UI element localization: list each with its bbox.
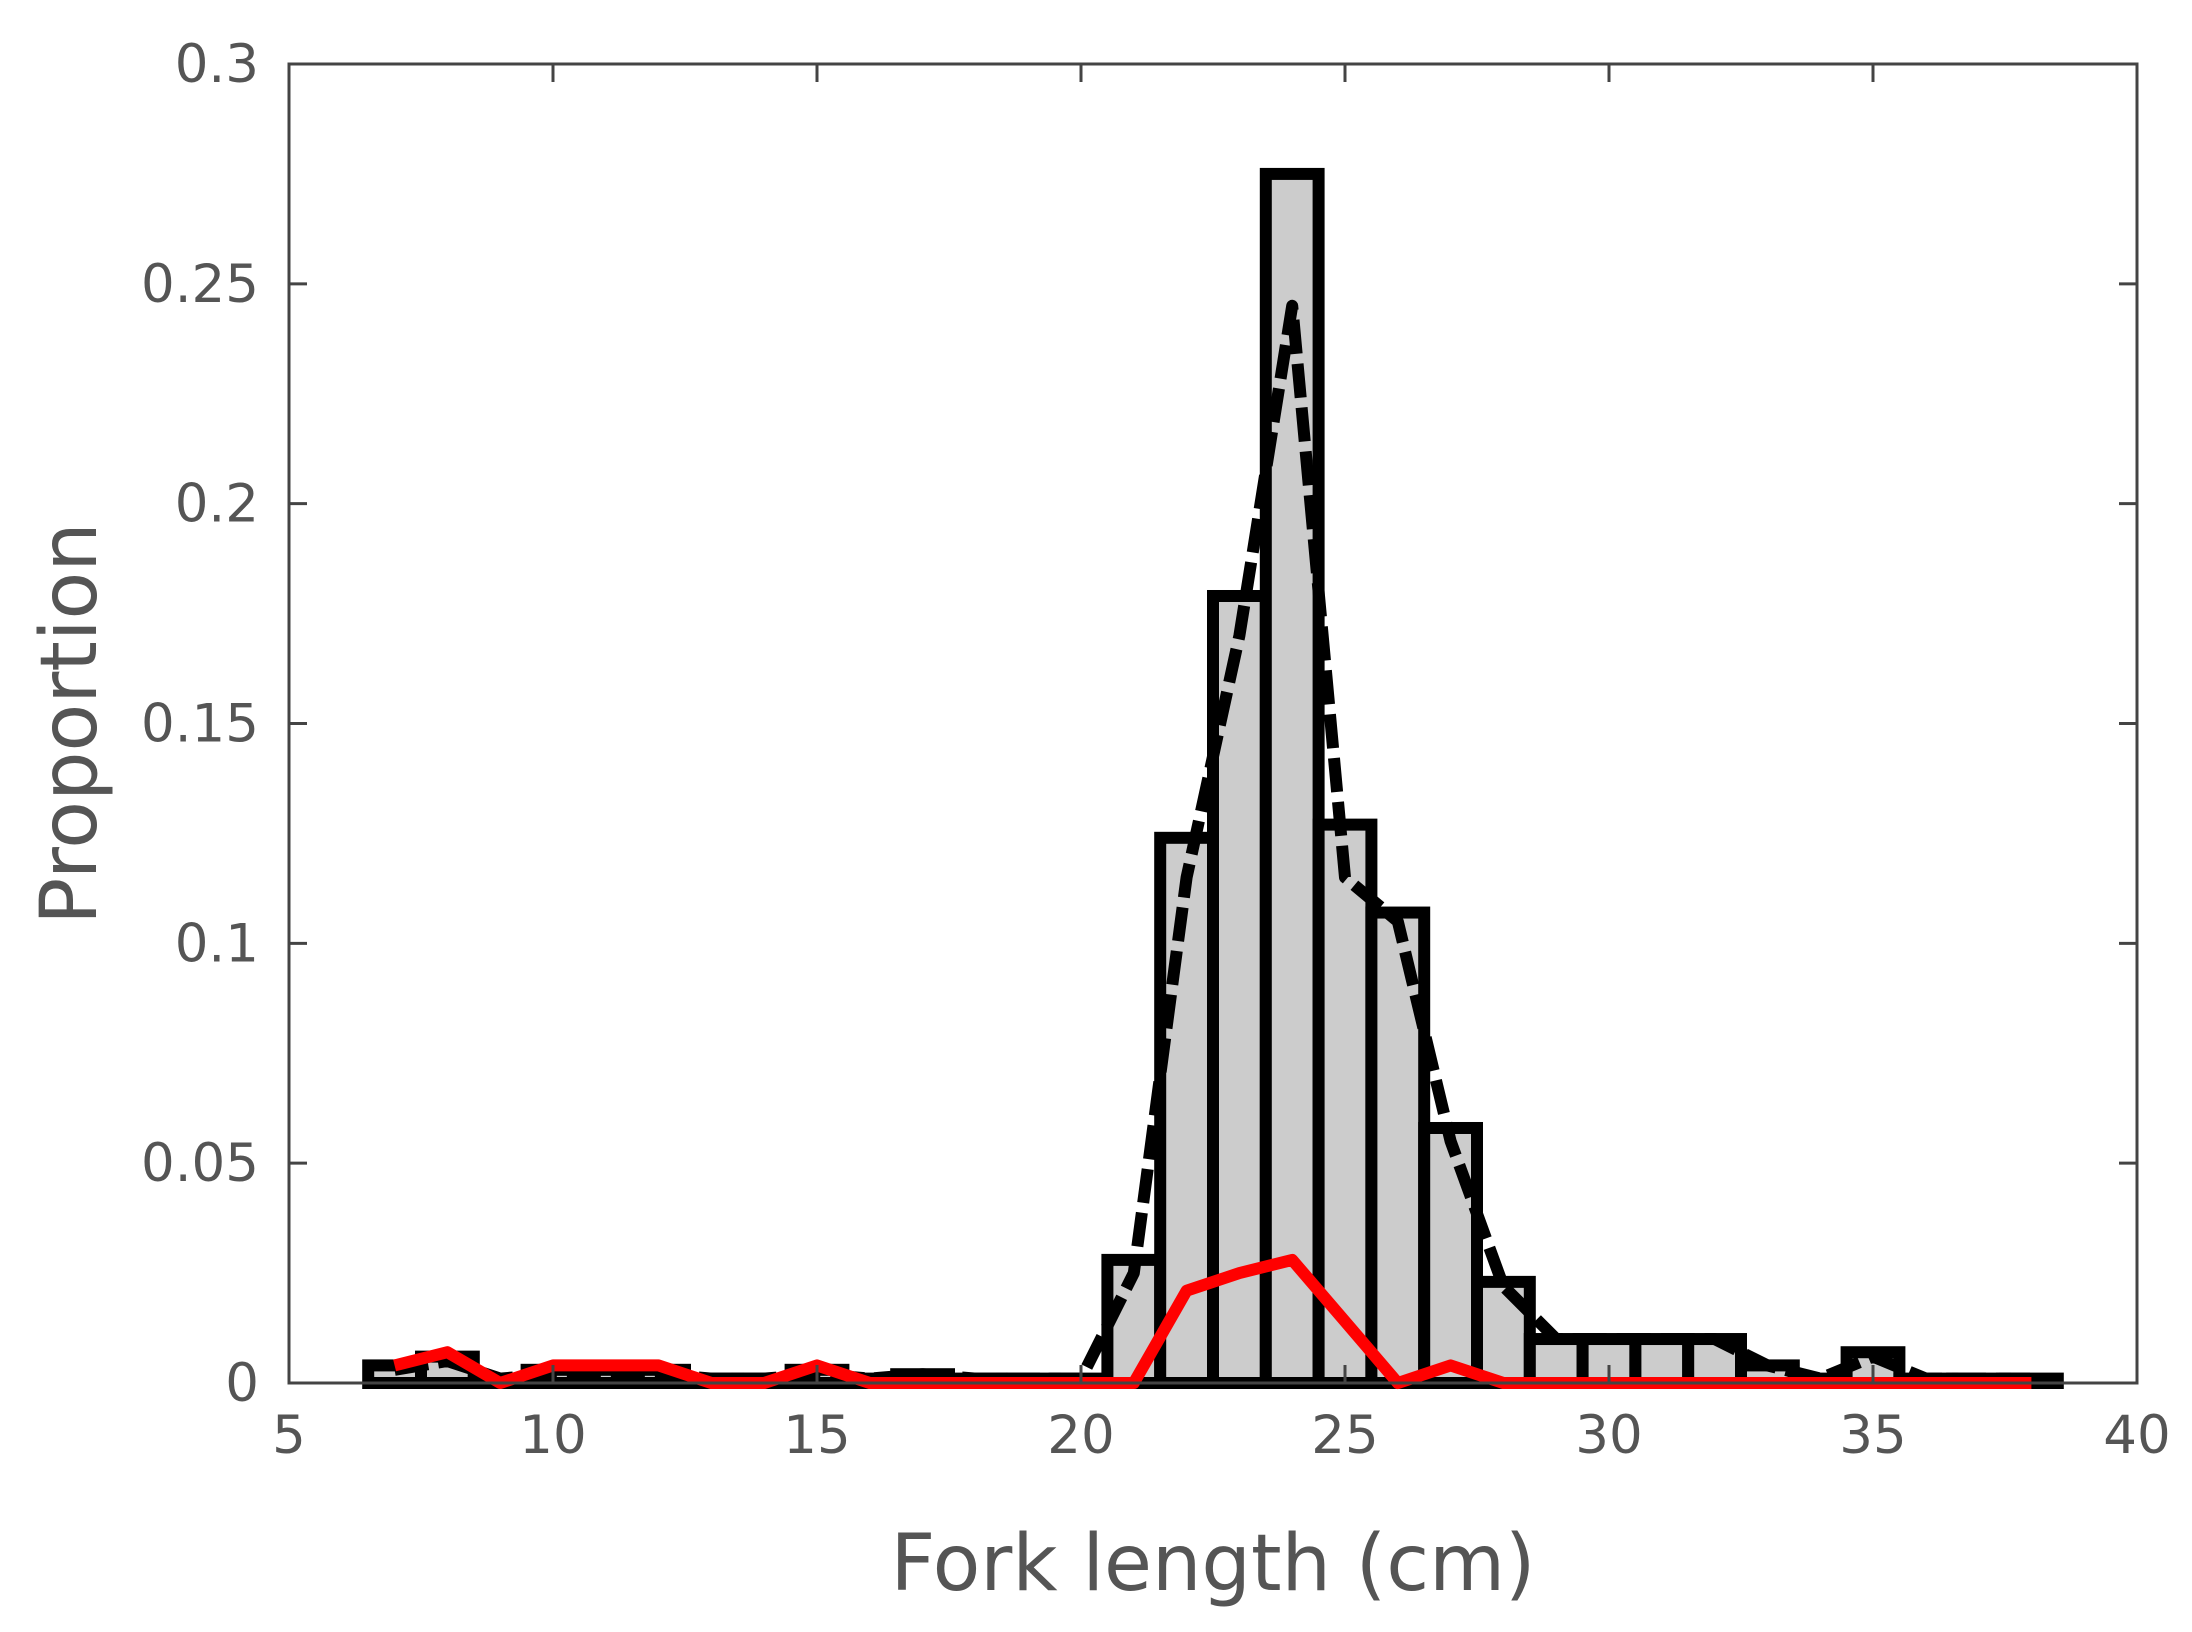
y-tick-label: 0.05 <box>141 1133 259 1194</box>
histogram-bar <box>1259 167 1325 1390</box>
x-axis-title: Fork length (cm) <box>891 1519 1536 1609</box>
histogram-bar <box>1629 1333 1695 1389</box>
histogram-bar <box>1365 906 1431 1389</box>
x-tick-label: 15 <box>783 1405 850 1466</box>
y-tick-label: 0.25 <box>141 254 259 315</box>
y-tick-label: 0.2 <box>175 474 259 535</box>
y-tick-label: 0.15 <box>141 694 259 755</box>
histogram-bar <box>1523 1333 1589 1389</box>
y-tick-label: 0 <box>225 1353 259 1414</box>
y-axis: 0 0.05 0.1 0.15 0.2 0.25 0.3 <box>141 34 2137 1414</box>
x-tick-label: 5 <box>272 1405 306 1466</box>
x-tick-label: 30 <box>1575 1405 1642 1466</box>
x-tick-label: 35 <box>1839 1405 1906 1466</box>
x-axis: 5 10 15 20 25 30 35 40 <box>272 64 2171 1466</box>
series-line-dashed <box>393 299 2032 1385</box>
y-tick-label: 0.1 <box>175 913 259 974</box>
x-tick-label: 40 <box>2103 1405 2170 1466</box>
y-tick-label: 0.3 <box>175 34 259 95</box>
y-axis-title: Proportion <box>25 522 115 924</box>
x-tick-label: 10 <box>519 1405 586 1466</box>
x-tick-label: 20 <box>1047 1405 1114 1466</box>
histogram-bar <box>1418 1121 1483 1389</box>
x-tick-label: 25 <box>1311 1405 1378 1466</box>
